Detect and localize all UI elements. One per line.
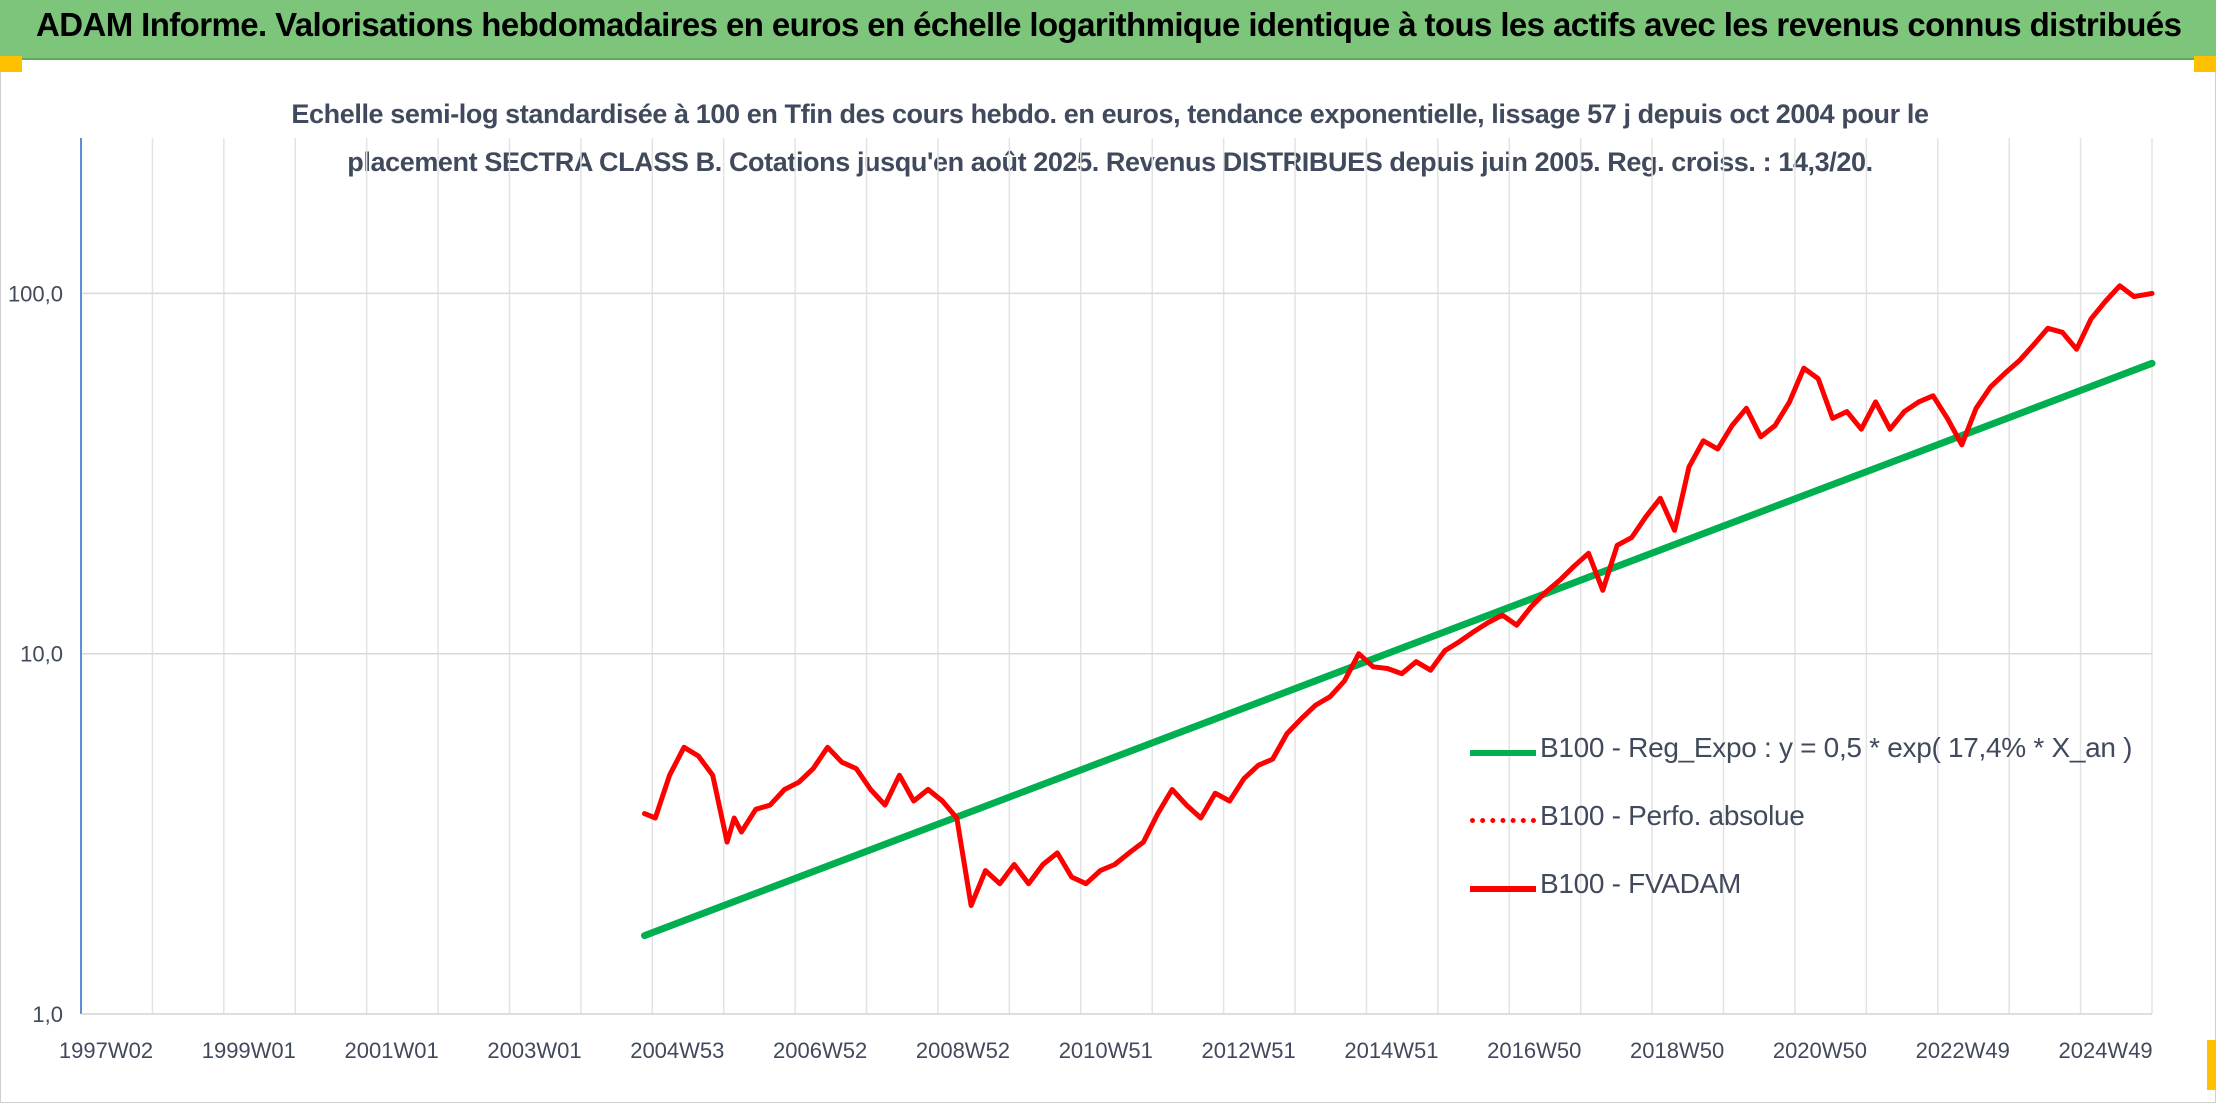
report-title: ADAM Informe. Valorisations hebdomadaire… [36, 6, 2182, 43]
series-group [641, 283, 2156, 940]
chart-title: Echelle semi-log standardisée à 100 en T… [291, 99, 1929, 177]
y-tick-label: 1,0 [32, 1002, 63, 1027]
legend-swatch-reg-expo [1470, 750, 1536, 756]
x-tick-label: 2012W51 [1202, 1038, 1296, 1063]
legend-swatch-fvadam [1470, 886, 1536, 892]
x-tick-label: 2004W53 [630, 1038, 724, 1063]
x-tick-label: 2010W51 [1059, 1038, 1153, 1063]
legend-swatch-perfo-absolue [1470, 818, 1536, 823]
y-tick-label: 10,0 [20, 642, 63, 667]
x-tick-label: 2022W49 [1916, 1038, 2010, 1063]
legend-label-reg-expo: B100 - Reg_Expo : y = 0,5 * exp( 17,4% *… [1540, 732, 2133, 763]
y-tick-label: 100,0 [8, 281, 63, 306]
x-tick-label: 2018W50 [1630, 1038, 1724, 1063]
report-banner: ADAM Informe. Valorisations hebdomadaire… [0, 0, 2216, 60]
x-tick-label: 2006W52 [773, 1038, 867, 1063]
x-tick-labels: 1997W02 1999W01 2001W01 2003W01 2004W53 2006W… [59, 1038, 2153, 1063]
legend-item-perfo-absolue: B100 - Perfo. absolue [1470, 800, 2190, 840]
series-line-reg-expo [641, 359, 2156, 940]
legend-item-reg-expo: B100 - Reg_Expo : y = 0,5 * exp( 17,4% *… [1470, 732, 2190, 772]
x-tick-label: 2024W49 [2058, 1038, 2152, 1063]
x-tick-label: 2008W52 [916, 1038, 1010, 1063]
x-tick-label: 2001W01 [345, 1038, 439, 1063]
x-tick-label: 2016W50 [1487, 1038, 1581, 1063]
legend-label-perfo-absolue: B100 - Perfo. absolue [1540, 800, 1805, 831]
x-tick-label: 1997W02 [59, 1038, 153, 1063]
legend-label-fvadam: B100 - FVADAM [1540, 868, 1741, 899]
x-tick-label: 2003W01 [487, 1038, 581, 1063]
corner-marker-bottom-right [2207, 1040, 2216, 1090]
x-tick-label: 2014W51 [1344, 1038, 1438, 1063]
x-tick-label: 1999W01 [202, 1038, 296, 1063]
corner-marker-top-left [0, 56, 22, 72]
x-tick-label: 2020W50 [1773, 1038, 1867, 1063]
y-tick-labels: 1,0 10,0 100,0 [8, 281, 63, 1027]
series-line-fvadam [642, 283, 2155, 908]
legend-item-fvadam: B100 - FVADAM [1470, 868, 2190, 908]
axes [80, 138, 2152, 1015]
corner-marker-top-right [2194, 56, 2216, 72]
